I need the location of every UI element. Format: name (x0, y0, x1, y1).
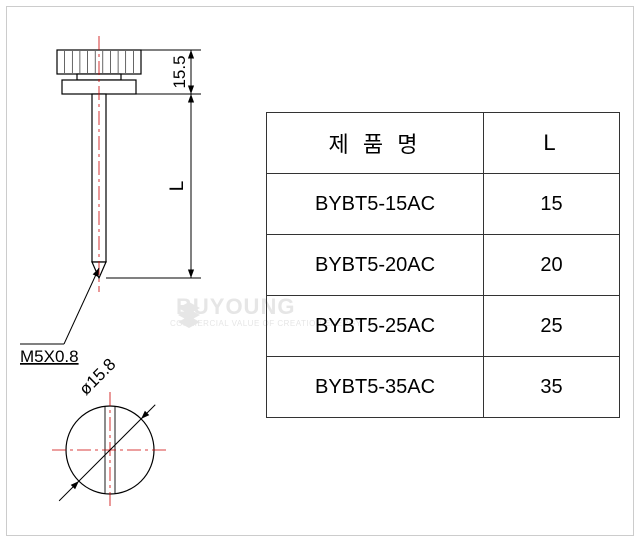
cell-product-name: BYBT5-25AC (267, 296, 484, 357)
cell-length: 20 (484, 235, 620, 296)
table-header-row: 제 품 명 L (267, 113, 620, 174)
cell-length: 25 (484, 296, 620, 357)
svg-text:ø15.8: ø15.8 (75, 355, 119, 399)
cell-product-name: BYBT5-20AC (267, 235, 484, 296)
cell-length: 15 (484, 174, 620, 235)
cell-length: 35 (484, 357, 620, 418)
table-row: BYBT5-35AC35 (267, 357, 620, 418)
table-row: BYBT5-20AC20 (267, 235, 620, 296)
table-row: BYBT5-15AC15 (267, 174, 620, 235)
spec-table: 제 품 명 L BYBT5-15AC15BYBT5-20AC20BYBT5-25… (266, 112, 620, 418)
svg-text:L: L (167, 181, 188, 192)
cell-product-name: BYBT5-15AC (267, 174, 484, 235)
table-row: BYBT5-25AC25 (267, 296, 620, 357)
header-product-name: 제 품 명 (267, 113, 484, 174)
header-length: L (484, 113, 620, 174)
svg-text:15.5: 15.5 (170, 55, 189, 88)
svg-text:M5X0.8: M5X0.8 (20, 347, 79, 366)
cell-product-name: BYBT5-35AC (267, 357, 484, 418)
